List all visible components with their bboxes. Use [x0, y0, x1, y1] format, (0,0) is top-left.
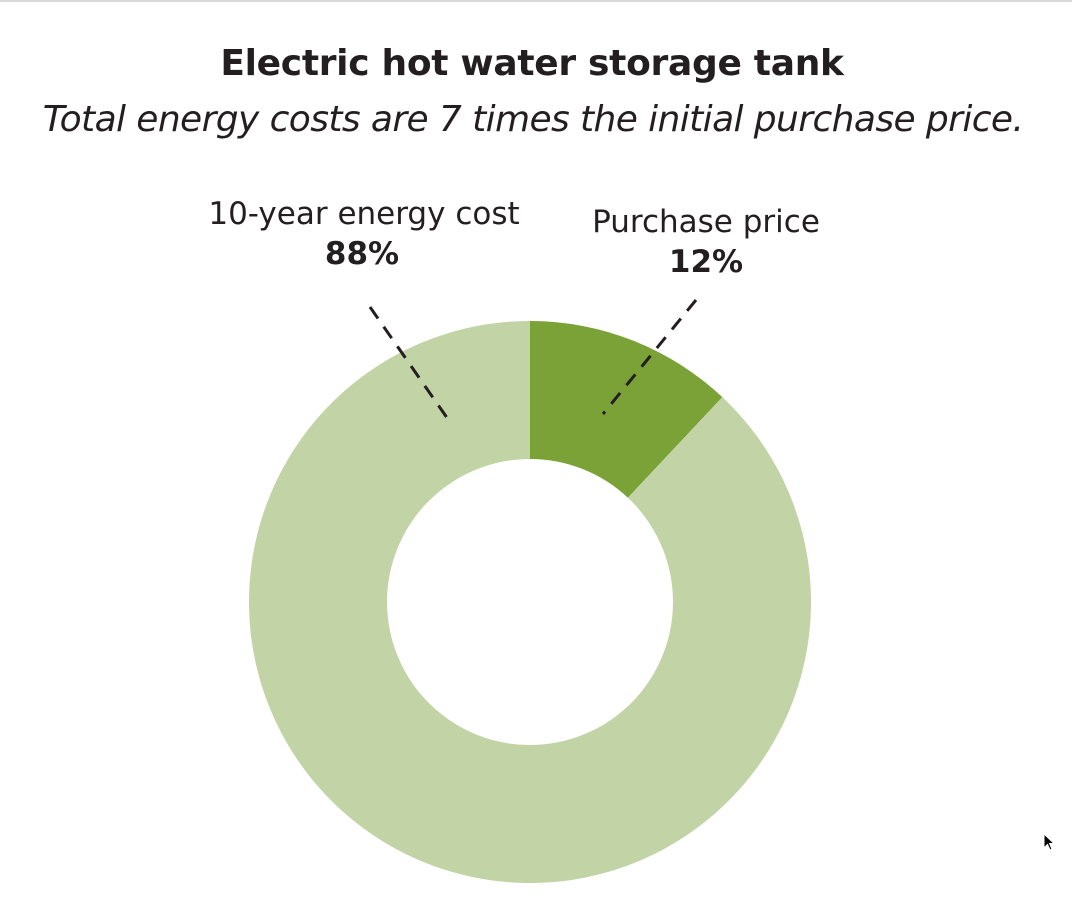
top-divider: [0, 0, 1072, 2]
donut-slice-10-year-energy-cost: [248, 321, 812, 884]
mouse-pointer-icon: [1043, 832, 1057, 857]
donut-slices: [248, 321, 812, 884]
leader-lines: [368, 299, 698, 426]
slice-value-label: 12%: [669, 244, 743, 280]
chart-subtitle: Total energy costs are 7 times the initi…: [42, 99, 1024, 140]
donut-slice-purchase-price: [530, 321, 723, 498]
chart-title: Electric hot water storage tank: [220, 43, 844, 84]
slice-label: 10-year energy cost: [208, 196, 519, 232]
slice-labels: Purchase price 12% 10-year energy cost 88%: [208, 196, 820, 280]
slice-value-label: 88%: [325, 236, 399, 272]
slice-label: Purchase price: [592, 204, 820, 240]
leader-line: [601, 299, 698, 415]
